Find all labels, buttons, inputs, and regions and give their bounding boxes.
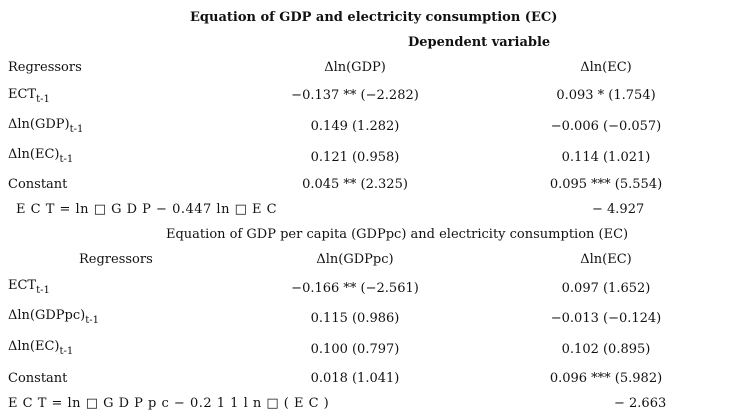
table1-equation: E C T = ln □ G D P − 0.447 ln □ E C [16,202,278,217]
table1-header-col1: Δln(GDP) [324,60,386,75]
table2-row-label: Δln(GDPpc)t-1 [8,308,99,326]
table2-row-label: Constant [8,371,68,386]
table2-title: Equation of GDP per capita (GDPpc) and e… [166,227,629,242]
table2-row-value: 0.100 (0.797) [310,342,400,357]
table2-row-value: 0.096 *** (5.982) [549,371,663,386]
table2-row-value: 0.097 (1.652) [561,281,651,296]
table2-row-value: 0.018 (1.041) [310,371,400,386]
table2-equation: E C T = ln □ G D P p c − 0.2 1 1 l n □ (… [8,396,330,411]
table1-equation-constant: − 4.927 [592,202,645,217]
table2-row-value: 0.102 (0.895) [561,342,651,357]
table2-header-col2: Δln(EC) [580,252,632,267]
table2-row-label: Δln(EC)t-1 [8,339,74,357]
table1-row-value: 0.121 (0.958) [310,150,400,165]
table1-row-label: ECTt-1 [8,87,50,105]
table1-row-label: Constant [8,177,68,192]
table1-row-value: 0.149 (1.282) [310,119,400,134]
table1-header-col2: Δln(EC) [580,60,632,75]
table1-row-value: −0.006 (−0.057) [550,119,662,134]
dependent-variable-label: Dependent variable [408,35,551,50]
table2-row-value: −0.166 ** (−2.561) [291,281,419,296]
table2-equation-constant: − 2.663 [614,396,667,411]
table1-row-value: 0.114 (1.021) [561,150,651,165]
table1-row-value: 0.095 *** (5.554) [549,177,663,192]
table2-header-col1: Δln(GDPpc) [316,252,394,267]
table1-row-value: 0.093 * (1.754) [556,88,656,103]
table2-row-label: ECTt-1 [8,278,50,296]
table1-row-value: 0.045 ** (2.325) [302,177,408,192]
table1-row-value: −0.137 ** (−2.282) [291,88,419,103]
table2-row-value: −0.013 (−0.124) [550,311,662,326]
table2-row-value: 0.115 (0.986) [310,311,400,326]
table2-header-regressors: Regressors [79,252,153,267]
table1-row-label: Δln(EC)t-1 [8,147,74,165]
table1-header-regressors: Regressors [8,60,82,75]
table1-title: Equation of GDP and electricity consumpt… [190,10,558,25]
table1-row-label: Δln(GDP)t-1 [8,117,84,135]
